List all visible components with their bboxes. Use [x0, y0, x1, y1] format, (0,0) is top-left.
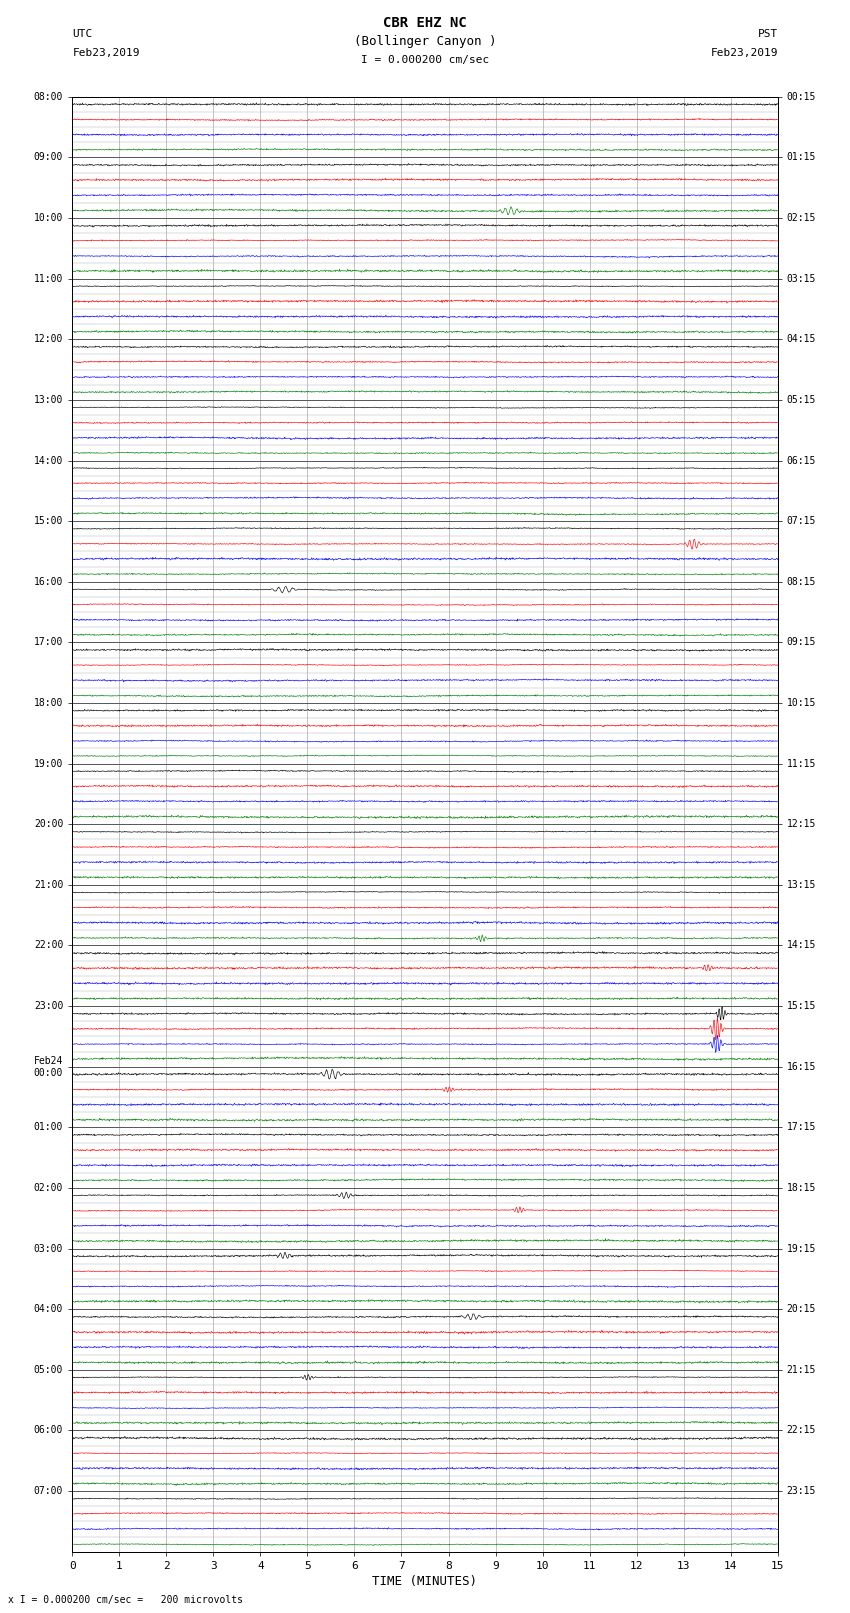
Text: Feb23,2019: Feb23,2019 [711, 48, 778, 58]
Text: Feb23,2019: Feb23,2019 [72, 48, 139, 58]
Text: CBR EHZ NC: CBR EHZ NC [383, 16, 467, 31]
Text: x I = 0.000200 cm/sec =   200 microvolts: x I = 0.000200 cm/sec = 200 microvolts [8, 1595, 243, 1605]
Text: UTC: UTC [72, 29, 93, 39]
Text: PST: PST [757, 29, 778, 39]
X-axis label: TIME (MINUTES): TIME (MINUTES) [372, 1574, 478, 1587]
Text: I = 0.000200 cm/sec: I = 0.000200 cm/sec [361, 55, 489, 65]
Text: (Bollinger Canyon ): (Bollinger Canyon ) [354, 35, 496, 48]
